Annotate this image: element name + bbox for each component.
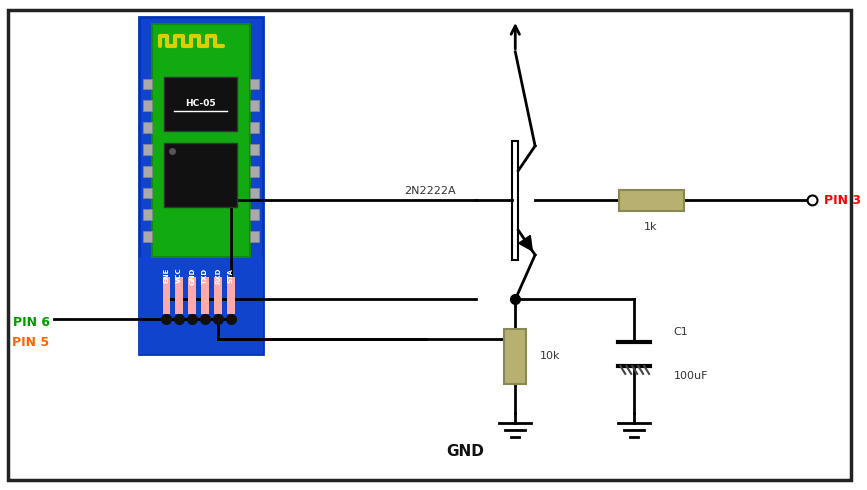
Bar xyxy=(250,144,258,155)
Polygon shape xyxy=(518,235,532,251)
Bar xyxy=(143,209,152,220)
Text: 2N2222A: 2N2222A xyxy=(404,186,456,196)
Bar xyxy=(139,17,263,354)
Circle shape xyxy=(807,196,818,205)
Bar xyxy=(214,277,222,315)
Bar xyxy=(152,24,250,257)
Bar xyxy=(619,190,684,211)
Text: STA: STA xyxy=(228,268,234,283)
Bar xyxy=(250,188,258,198)
Text: HC-05: HC-05 xyxy=(185,99,216,108)
Text: RXD: RXD xyxy=(215,268,221,284)
Text: TXD: TXD xyxy=(202,268,208,284)
Bar xyxy=(143,144,152,155)
Bar xyxy=(201,277,209,315)
Bar xyxy=(250,122,258,133)
Bar xyxy=(512,141,518,260)
Bar xyxy=(250,209,258,220)
Text: GND: GND xyxy=(446,443,484,459)
Text: 100uF: 100uF xyxy=(674,371,708,381)
Text: GND: GND xyxy=(189,268,195,285)
Text: PIN 6: PIN 6 xyxy=(12,316,49,329)
Text: 1k: 1k xyxy=(644,222,658,232)
Bar xyxy=(139,257,263,354)
Bar xyxy=(175,277,183,315)
Bar xyxy=(143,231,152,242)
Bar xyxy=(143,188,152,198)
Bar xyxy=(505,329,526,384)
Bar xyxy=(188,277,196,315)
Bar xyxy=(143,78,152,90)
Text: 10k: 10k xyxy=(540,351,561,361)
Bar xyxy=(227,277,235,315)
Text: VCC: VCC xyxy=(176,268,182,283)
Bar xyxy=(250,166,258,176)
Text: PIN 5: PIN 5 xyxy=(12,336,49,348)
Bar xyxy=(143,166,152,176)
Bar xyxy=(250,100,258,111)
Text: C1: C1 xyxy=(674,327,688,337)
Bar xyxy=(250,231,258,242)
Bar xyxy=(143,122,152,133)
Bar xyxy=(165,76,237,131)
Text: PIN 3: PIN 3 xyxy=(825,194,862,207)
Bar xyxy=(250,78,258,90)
Text: ENE: ENE xyxy=(164,268,169,283)
Bar xyxy=(143,100,152,111)
Bar xyxy=(162,277,171,315)
Bar xyxy=(165,143,237,207)
